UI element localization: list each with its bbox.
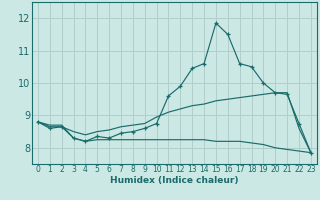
X-axis label: Humidex (Indice chaleur): Humidex (Indice chaleur) [110,176,239,185]
